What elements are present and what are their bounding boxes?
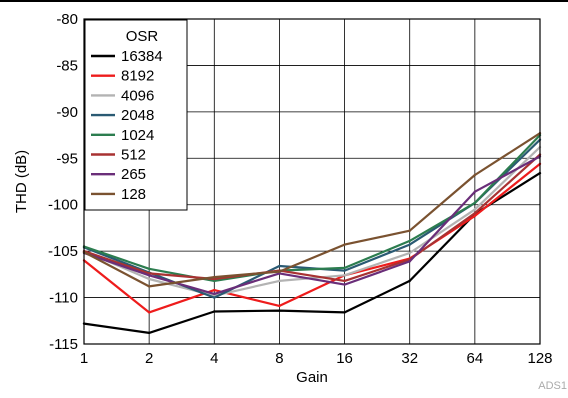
series-line-265 (83, 155, 541, 295)
data-point-265 (473, 190, 477, 193)
series-lines (82, 132, 542, 335)
x-tick-label: 16 (336, 350, 353, 367)
data-point-1024 (213, 279, 216, 283)
data-point-16384 (278, 309, 281, 312)
x-tick-label: 8 (275, 350, 283, 367)
data-point-4096 (278, 279, 281, 283)
y-tick-label: -95 (56, 150, 78, 167)
data-point-16384 (408, 279, 411, 283)
data-point-4096 (408, 251, 411, 255)
y-tick-label: -115 (49, 336, 78, 353)
legend-label-8192: 8192 (121, 68, 154, 85)
data-point-265 (147, 274, 151, 277)
data-point-128 (408, 229, 411, 232)
legend-title: OSR (126, 28, 159, 45)
data-point-16384 (343, 311, 346, 314)
legend-label-2048: 2048 (121, 107, 154, 124)
data-point-8192 (473, 214, 477, 218)
data-point-4096 (147, 277, 151, 281)
x-tick-label: 32 (401, 350, 418, 367)
data-point-4096 (343, 274, 346, 277)
y-axis-label: THD (dB) (13, 150, 30, 213)
data-point-512 (343, 279, 346, 283)
legend-label-1024: 1024 (121, 127, 154, 144)
legend-items: 16384 8192 4096 2048 1024 512 265 128 (91, 48, 163, 203)
x-tick-label: 1 (80, 350, 88, 367)
data-point-128 (343, 243, 346, 246)
data-point-128 (278, 270, 281, 273)
data-point-265 (213, 292, 216, 296)
y-tick-label: -80 (56, 11, 78, 28)
x-tick-label: 128 (527, 350, 552, 367)
y-tick-label: -85 (56, 57, 78, 74)
data-point-128 (213, 275, 216, 279)
legend-label-512: 512 (121, 147, 146, 164)
data-point-2048 (213, 296, 216, 299)
data-point-2048 (408, 243, 411, 246)
data-point-1024 (408, 239, 411, 243)
y-tick-label: -110 (49, 290, 78, 307)
data-point-4096 (473, 208, 477, 211)
data-point-265 (278, 272, 281, 275)
y-tick-label: -100 (48, 197, 78, 214)
data-point-8192 (278, 304, 281, 308)
data-point-1024 (147, 267, 151, 270)
series-line-128 (83, 132, 541, 288)
data-point-2048 (343, 269, 346, 272)
x-tick-label: 64 (467, 350, 484, 367)
data-point-1024 (343, 266, 346, 270)
data-point-8192 (147, 311, 151, 314)
data-point-128 (147, 285, 151, 288)
data-point-265 (408, 260, 411, 263)
y-tick-label: -105 (48, 243, 78, 260)
y-tick-label: -90 (56, 104, 78, 121)
y-axis-ticks: -80 -85 -90 -95 -100 -105 -110 -115 (48, 11, 78, 353)
legend-label-16384: 16384 (121, 48, 163, 65)
x-axis-label: Gain (296, 369, 328, 386)
series-line-512 (83, 153, 541, 282)
figure-id: ADS1 (538, 380, 567, 392)
data-point-16384 (147, 331, 151, 335)
x-tick-label: 2 (145, 350, 153, 367)
data-point-512 (473, 211, 477, 215)
data-point-512 (213, 277, 216, 281)
data-point-8192 (213, 288, 216, 292)
data-point-1024 (473, 201, 477, 205)
legend-label-265: 265 (121, 166, 146, 183)
data-point-128 (473, 173, 477, 177)
plot-area-frame (83, 18, 541, 345)
series-line-1024 (83, 134, 541, 282)
top-rule (0, 0, 568, 2)
legend-label-4096: 4096 (121, 87, 154, 104)
series-line-8192 (83, 163, 541, 314)
legend-label-128: 128 (121, 186, 146, 203)
x-tick-label: 4 (210, 350, 218, 367)
data-point-265 (343, 283, 346, 286)
series-line-16384 (83, 172, 541, 334)
legend: OSR 16384 8192 4096 2048 1024 512 265 128 (84, 19, 188, 211)
data-point-2048 (278, 264, 281, 268)
x-axis-ticks: 1 2 4 8 16 32 64 128 (80, 350, 553, 367)
data-point-16384 (213, 310, 216, 313)
